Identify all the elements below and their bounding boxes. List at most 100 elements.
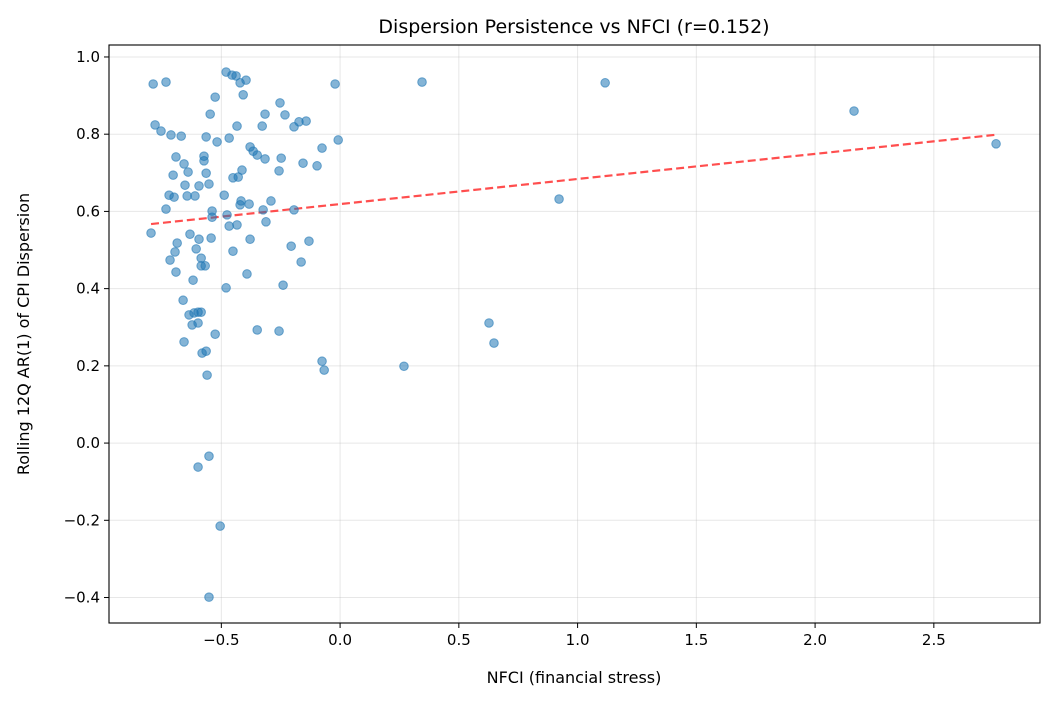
data-point	[205, 109, 215, 119]
axis-ticks: −0.5 0.0 0.5 1.0 1.5 2.0 2.5 −0.4 −0.2 0.0 0.2 0.4 0…	[64, 48, 946, 649]
data-point	[201, 168, 211, 178]
y-tick-label: 0.2	[76, 357, 100, 375]
data-point	[170, 247, 180, 257]
data-point	[224, 133, 234, 143]
y-tick-label: −0.4	[64, 589, 100, 607]
data-point	[146, 228, 156, 238]
data-point	[224, 221, 234, 231]
data-point	[196, 307, 206, 317]
x-tick-label: 0.0	[328, 631, 352, 649]
data-point	[171, 267, 181, 277]
data-point	[333, 135, 343, 145]
data-point	[171, 152, 181, 162]
data-point	[232, 121, 242, 131]
data-point	[179, 159, 189, 169]
data-point	[274, 326, 284, 336]
x-tick-label: 2.0	[803, 631, 827, 649]
data-point	[312, 161, 322, 171]
data-point	[298, 158, 308, 168]
data-point	[317, 143, 327, 153]
data-point	[161, 77, 171, 87]
data-point	[183, 167, 193, 177]
data-point	[210, 329, 220, 339]
data-point	[286, 241, 296, 251]
x-tick-label: 1.0	[566, 631, 590, 649]
data-point	[193, 462, 203, 472]
data-point	[235, 200, 245, 210]
data-point	[289, 205, 299, 215]
data-point	[156, 126, 166, 136]
data-point	[228, 246, 238, 256]
data-point	[148, 79, 158, 89]
data-point	[201, 132, 211, 142]
x-axis-label: NFCI (financial stress)	[487, 668, 662, 687]
data-point	[276, 153, 286, 163]
data-point	[261, 217, 271, 227]
data-point	[199, 156, 209, 166]
data-point	[215, 521, 225, 531]
data-point	[178, 295, 188, 306]
data-point	[242, 269, 252, 279]
data-point	[180, 180, 190, 190]
data-point	[222, 210, 232, 220]
data-point	[484, 318, 494, 328]
data-point	[150, 120, 160, 130]
data-point	[252, 325, 263, 335]
data-point	[554, 194, 564, 204]
data-point	[252, 150, 263, 160]
data-point	[197, 348, 207, 358]
data-point	[600, 78, 610, 88]
data-point	[275, 98, 285, 108]
data-point	[168, 170, 178, 180]
y-tick-label: 0.0	[76, 434, 100, 452]
data-point	[417, 77, 427, 87]
data-point	[260, 109, 270, 119]
y-tick-label: 0.8	[76, 125, 100, 143]
data-point	[301, 116, 311, 126]
data-point	[176, 131, 186, 141]
data-point	[260, 154, 270, 164]
x-tick-label: 1.5	[684, 631, 708, 649]
data-point	[317, 356, 327, 367]
data-point	[238, 90, 248, 100]
data-point	[207, 212, 217, 223]
x-tick-label: 2.5	[922, 631, 946, 649]
data-point	[169, 192, 179, 202]
data-point	[319, 365, 329, 375]
data-point	[193, 318, 203, 328]
data-point	[489, 338, 499, 348]
data-point	[210, 92, 220, 102]
data-point	[202, 370, 212, 380]
plot-frame	[108, 44, 1041, 624]
data-point	[221, 283, 231, 293]
data-point	[278, 280, 288, 290]
data-point	[399, 361, 409, 372]
data-point	[194, 181, 204, 191]
x-tick-label: −0.5	[203, 631, 239, 649]
data-point	[991, 139, 1001, 149]
data-point	[166, 130, 176, 140]
data-point	[194, 234, 204, 245]
trend-line	[150, 133, 997, 226]
data-point	[185, 229, 195, 239]
data-point	[304, 236, 314, 246]
data-point	[241, 75, 251, 85]
data-point	[245, 234, 255, 245]
data-point	[165, 255, 175, 265]
data-point	[206, 233, 216, 243]
data-point	[296, 257, 306, 267]
chart-title: Dispersion Persistence vs NFCI (r=0.152)	[378, 16, 769, 38]
data-point	[200, 261, 210, 271]
y-tick-label: 0.4	[76, 280, 100, 298]
data-point	[244, 199, 254, 209]
data-point	[190, 191, 200, 201]
data-point	[219, 190, 229, 200]
data-point	[179, 337, 189, 347]
data-point	[184, 310, 194, 320]
y-axis-label: Rolling 12Q AR(1) of CPI Dispersion	[14, 193, 33, 475]
data-point	[191, 244, 201, 254]
data-point	[161, 204, 171, 214]
data-point	[204, 179, 214, 189]
data-point	[228, 173, 238, 183]
